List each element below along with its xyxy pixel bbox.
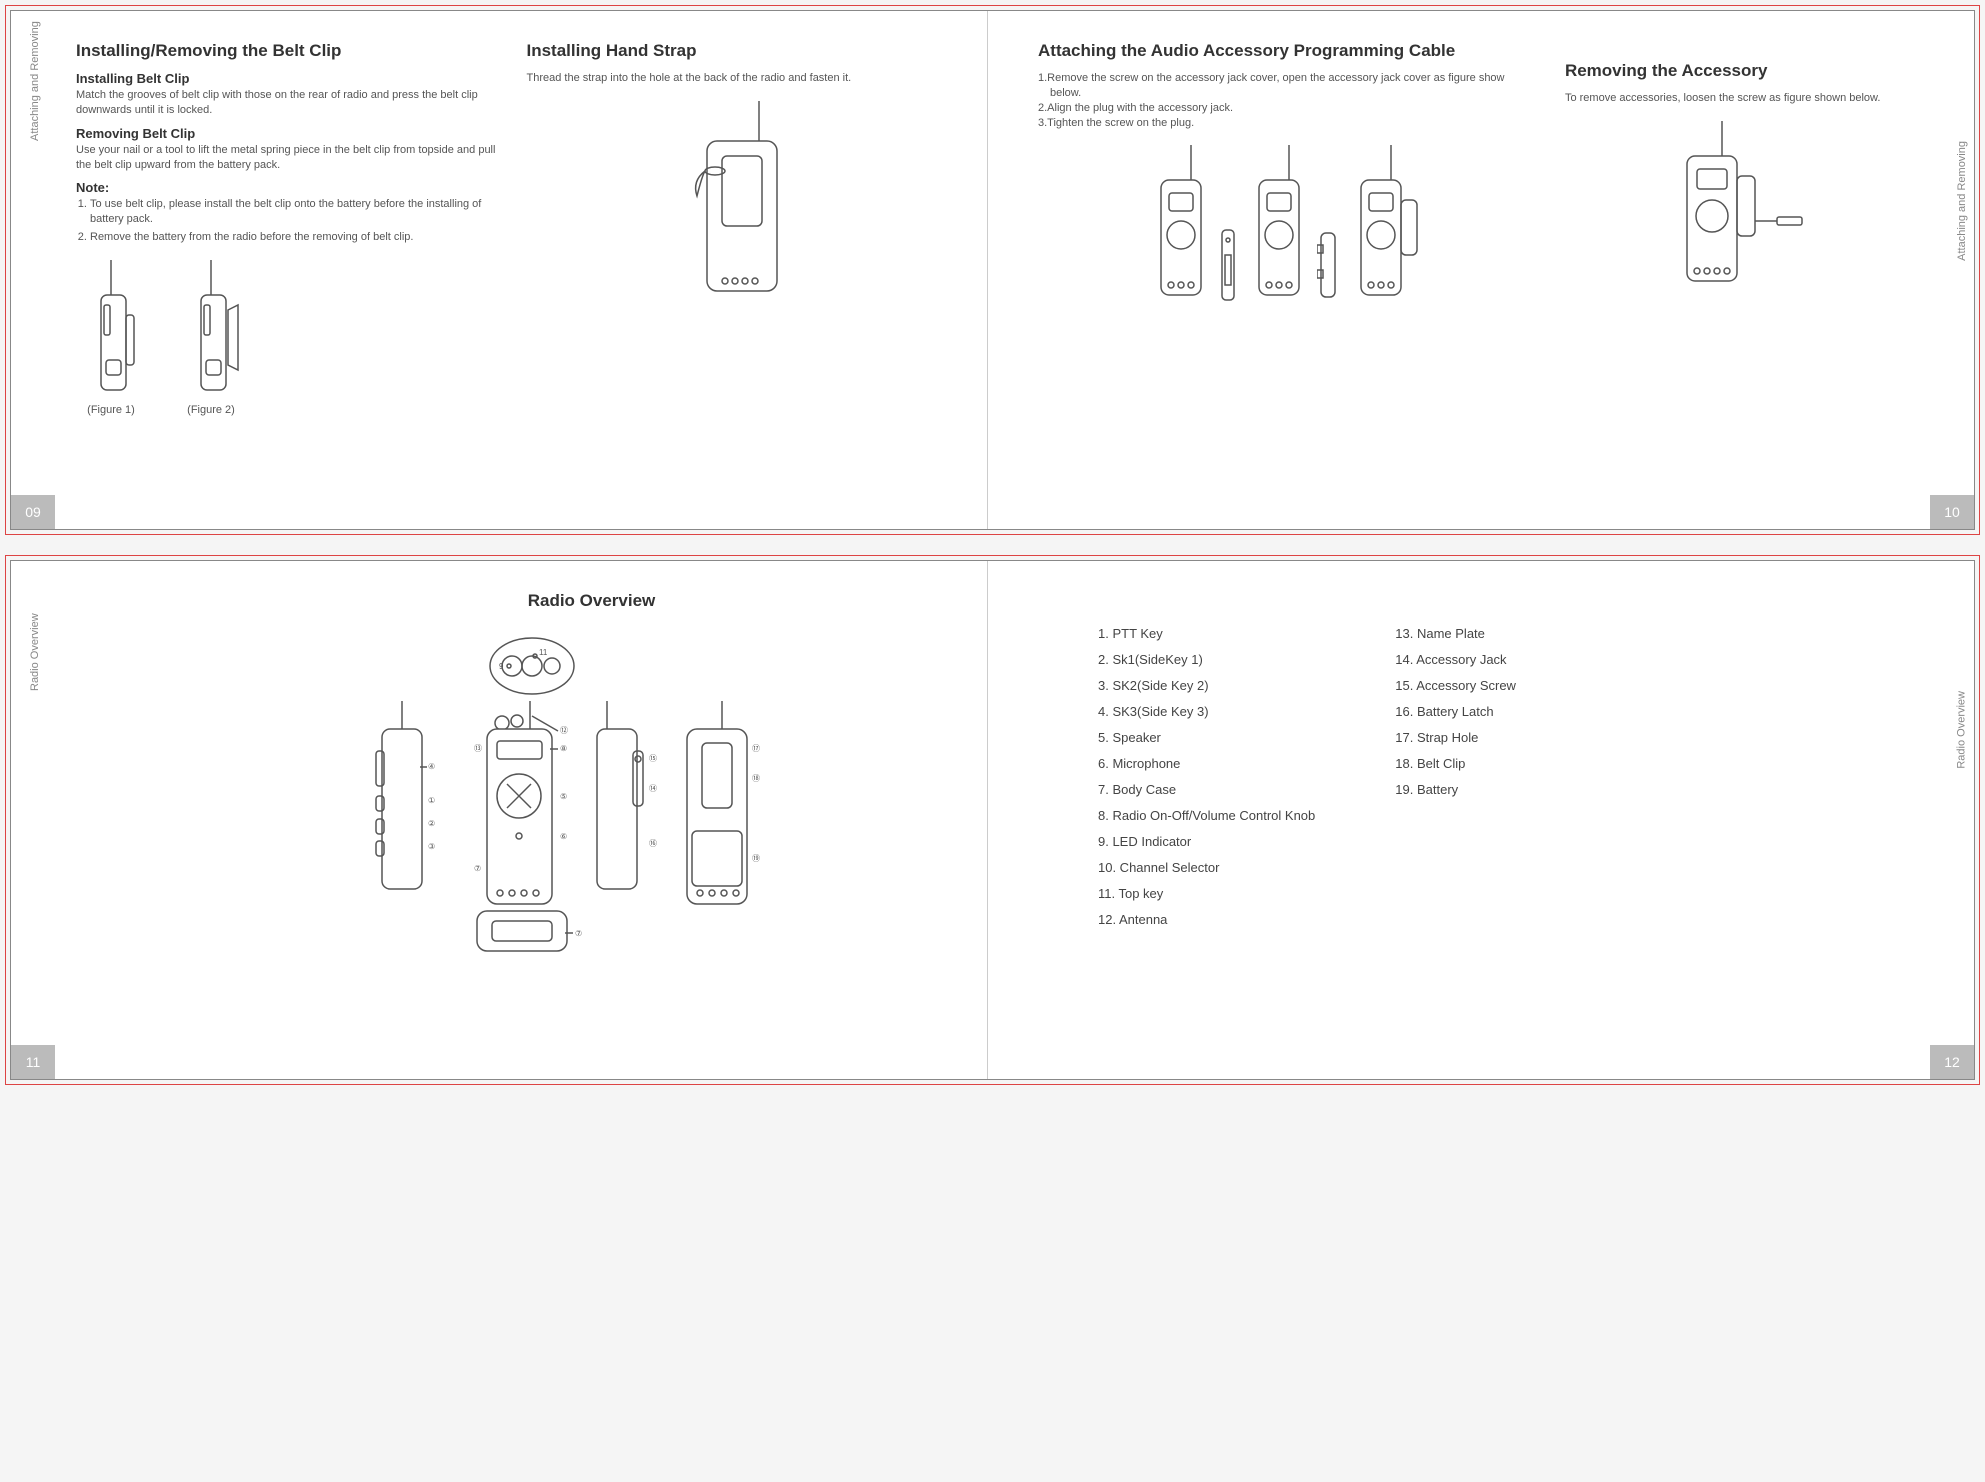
step-1: 1.Remove the screw on the accessory jack… bbox=[1038, 71, 1535, 101]
legend-col-2: 13. Name Plate14. Accessory Jack15. Acce… bbox=[1395, 621, 1516, 933]
legend-item: 7. Body Case bbox=[1098, 777, 1315, 803]
svg-text:⑯: ⑯ bbox=[649, 839, 657, 848]
svg-text:⑰: ⑰ bbox=[752, 744, 760, 753]
belt-clip-figures: (Figure 1) (Figure 2) bbox=[76, 260, 497, 416]
page-number-09: 09 bbox=[11, 495, 55, 529]
radio-back-icon bbox=[677, 101, 797, 301]
svg-text:⑦: ⑦ bbox=[575, 929, 582, 938]
side-label-left: Attaching and Removing bbox=[29, 21, 41, 141]
page-number-11: 11 bbox=[11, 1045, 55, 1079]
radio-overview-diagram: 9 11 ④ ① ② ③ bbox=[322, 631, 762, 961]
page-10-columns: Attaching the Audio Accessory Programmin… bbox=[1038, 41, 1909, 305]
page-11: Radio Overview Radio Overview 9 11 bbox=[11, 561, 987, 1079]
text-hand-strap: Thread the strap into the hole at the ba… bbox=[527, 71, 948, 86]
svg-text:⑫: ⑫ bbox=[560, 726, 568, 735]
legend-item: 14. Accessory Jack bbox=[1395, 647, 1516, 673]
legend-item: 19. Battery bbox=[1395, 777, 1516, 803]
page-number-10: 10 bbox=[1930, 495, 1974, 529]
legend-item: 16. Battery Latch bbox=[1395, 699, 1516, 725]
page-10: Attaching and Removing Attaching the Aud… bbox=[987, 11, 1974, 529]
heading-removing-accessory: Removing the Accessory bbox=[1565, 61, 1909, 81]
legend-item: 11. Top key bbox=[1098, 881, 1315, 907]
svg-text:⑧: ⑧ bbox=[560, 744, 567, 753]
hand-strap-figure bbox=[527, 101, 948, 301]
heading-removing: Removing Belt Clip bbox=[76, 126, 497, 141]
text-removing-accessory: To remove accessories, loosen the screw … bbox=[1565, 91, 1909, 106]
spread-11-12: Radio Overview Radio Overview 9 11 bbox=[10, 560, 1975, 1080]
overview-area: Radio Overview 9 11 bbox=[76, 591, 947, 961]
page-number-12: 12 bbox=[1930, 1045, 1974, 1079]
col-hand-strap: Installing Hand Strap Thread the strap i… bbox=[527, 41, 948, 416]
legend-item: 18. Belt Clip bbox=[1395, 751, 1516, 777]
legend-item: 6. Microphone bbox=[1098, 751, 1315, 777]
page-09-columns: Installing/Removing the Belt Clip Instal… bbox=[76, 41, 947, 416]
legend-col-1: 1. PTT Key2. Sk1(SideKey 1)3. SK2(Side K… bbox=[1098, 621, 1315, 933]
overview-figures: 9 11 ④ ① ② ③ bbox=[136, 631, 947, 961]
svg-text:③: ③ bbox=[428, 842, 435, 851]
svg-text:⑭: ⑭ bbox=[649, 784, 657, 793]
svg-text:9: 9 bbox=[499, 662, 504, 671]
radio-front-icon bbox=[1247, 145, 1307, 305]
col-belt-clip: Installing/Removing the Belt Clip Instal… bbox=[76, 41, 497, 416]
svg-text:11: 11 bbox=[539, 648, 548, 657]
legend-item: 1. PTT Key bbox=[1098, 621, 1315, 647]
legend-item: 12. Antenna bbox=[1098, 907, 1315, 933]
figure-1: (Figure 1) bbox=[76, 260, 146, 416]
legend-item: 3. SK2(Side Key 2) bbox=[1098, 673, 1315, 699]
radio-side-icon bbox=[176, 260, 246, 400]
legend-item: 13. Name Plate bbox=[1395, 621, 1516, 647]
accessory-plug-icon bbox=[1317, 225, 1339, 305]
svg-text:②: ② bbox=[428, 819, 435, 828]
radio-front-icon bbox=[1149, 145, 1209, 305]
note-1: To use belt clip, please install the bel… bbox=[90, 197, 497, 227]
text-installing: Match the grooves of belt clip with thos… bbox=[76, 88, 497, 118]
legend-item: 9. LED Indicator bbox=[1098, 829, 1315, 855]
heading-hand-strap: Installing Hand Strap bbox=[527, 41, 948, 61]
page-12: Radio Overview 1. PTT Key2. Sk1(SideKey … bbox=[987, 561, 1974, 1079]
heading-installing: Installing Belt Clip bbox=[76, 71, 497, 86]
svg-text:⑲: ⑲ bbox=[752, 854, 760, 863]
radio-side-icon bbox=[76, 260, 146, 400]
audio-accessory-figures bbox=[1038, 145, 1535, 305]
svg-text:⑦: ⑦ bbox=[474, 864, 481, 873]
removing-accessory-figure bbox=[1565, 121, 1909, 291]
step-3: 3.Tighten the screw on the plug. bbox=[1038, 116, 1535, 131]
note-2: Remove the battery from the radio before… bbox=[90, 230, 497, 245]
note-list: To use belt clip, please install the bel… bbox=[76, 197, 497, 245]
svg-text:⑥: ⑥ bbox=[560, 832, 567, 841]
svg-text:⑮: ⑮ bbox=[649, 754, 657, 763]
side-label-right: Attaching and Removing bbox=[1956, 141, 1968, 261]
heading-belt-clip: Installing/Removing the Belt Clip bbox=[76, 41, 497, 61]
legend-item: 10. Channel Selector bbox=[1098, 855, 1315, 881]
legend-item: 5. Speaker bbox=[1098, 725, 1315, 751]
legend-item: 17. Strap Hole bbox=[1395, 725, 1516, 751]
text-removing: Use your nail or a tool to lift the meta… bbox=[76, 143, 497, 173]
figure-2-caption: (Figure 2) bbox=[176, 404, 246, 416]
svg-text:⑬: ⑬ bbox=[474, 744, 482, 753]
step-2: 2.Align the plug with the accessory jack… bbox=[1038, 101, 1535, 116]
radio-screwdriver-icon bbox=[1667, 121, 1807, 291]
page-09: Attaching and Removing Installing/Removi… bbox=[11, 11, 987, 529]
figure-1-caption: (Figure 1) bbox=[76, 404, 146, 416]
svg-text:④: ④ bbox=[428, 762, 435, 771]
heading-audio-accessory: Attaching the Audio Accessory Programmin… bbox=[1038, 41, 1535, 61]
spread-09-10: Attaching and Removing Installing/Removi… bbox=[10, 10, 1975, 530]
col-audio-accessory: Attaching the Audio Accessory Programmin… bbox=[1038, 41, 1535, 305]
svg-text:⑱: ⑱ bbox=[752, 774, 760, 783]
legend-item: 4. SK3(Side Key 3) bbox=[1098, 699, 1315, 725]
legend-item: 2. Sk1(SideKey 1) bbox=[1098, 647, 1315, 673]
figure-2: (Figure 2) bbox=[176, 260, 246, 416]
legend-item: 15. Accessory Screw bbox=[1395, 673, 1516, 699]
col-removing-accessory: Removing the Accessory To remove accesso… bbox=[1565, 41, 1909, 305]
side-label-left-2: Radio Overview bbox=[29, 613, 41, 691]
side-label-right-2: Radio Overview bbox=[1956, 691, 1968, 769]
note-label: Note: bbox=[76, 180, 497, 195]
accessory-cover-icon bbox=[1219, 225, 1237, 305]
svg-text:①: ① bbox=[428, 796, 435, 805]
legend-columns: 1. PTT Key2. Sk1(SideKey 1)3. SK2(Side K… bbox=[1038, 591, 1909, 933]
heading-radio-overview: Radio Overview bbox=[136, 591, 947, 611]
svg-text:⑤: ⑤ bbox=[560, 792, 567, 801]
radio-with-plug-icon bbox=[1349, 145, 1424, 305]
legend-item: 8. Radio On-Off/Volume Control Knob bbox=[1098, 803, 1315, 829]
